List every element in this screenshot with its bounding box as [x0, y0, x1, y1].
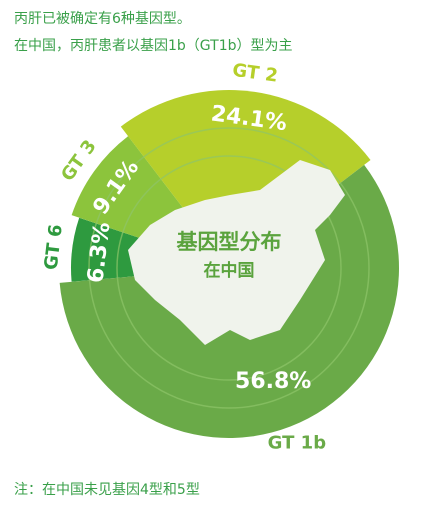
title: 丙肝已被确定有6种基因型。 [14, 10, 191, 27]
category-label: GT 2 [231, 60, 279, 87]
pie-slice [120, 89, 371, 268]
category-label: GT 1b [268, 432, 327, 453]
center-label: 在中国 [204, 260, 255, 281]
decoration [88, 127, 370, 409]
value-label: 56.8% [235, 369, 311, 394]
china-map [128, 160, 345, 345]
note: 注：在中国未见基因4型和5型 [14, 481, 200, 498]
ring [88, 127, 370, 409]
ring [116, 155, 342, 381]
center-label: 基因型分布 [177, 230, 282, 254]
category-label: GT 6 [41, 223, 67, 271]
subtitle: 在中国，丙肝患者以基因1b（GT1b）型为主 [14, 37, 293, 54]
